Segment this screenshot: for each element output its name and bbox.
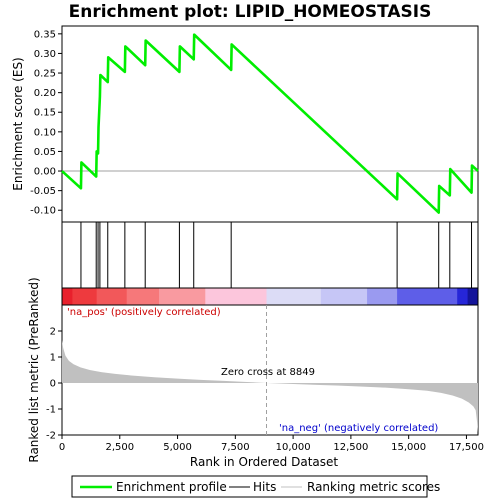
metric-y-tick-label: 0 bbox=[50, 379, 56, 390]
metric-panel: -2 -1 0 1 2 0 2,500 5,000 7,500 10,000 12,500 15,0… bbox=[27, 277, 484, 469]
es-panel: -0.10 -0.05 0.00 0.05 0.10 0.15 0.20 0.25 0.30 0.… bbox=[11, 25, 479, 223]
colorbar-segment bbox=[205, 288, 268, 305]
enrichment-profile-line bbox=[61, 33, 479, 214]
colorbar-segment bbox=[62, 288, 73, 305]
metric-y-ticks: -2 -1 0 1 2 bbox=[46, 327, 62, 442]
es-plot-frame bbox=[61, 25, 479, 223]
x-tick-label: 2,500 bbox=[105, 442, 134, 453]
metric-y-tick-label: -2 bbox=[46, 431, 56, 442]
es-y-tick-label: 0.15 bbox=[34, 108, 56, 119]
ranking-metric-area bbox=[62, 340, 478, 433]
metric-y-axis-label: Ranked list metric (PreRanked) bbox=[27, 277, 41, 462]
es-y-tick-label: -0.10 bbox=[30, 206, 56, 217]
hits-panel bbox=[61, 221, 479, 289]
legend: Enrichment profile Hits Ranking metric s… bbox=[71, 475, 440, 498]
metric-y-tick-label: -1 bbox=[46, 405, 56, 416]
es-y-tick-label: -0.05 bbox=[30, 186, 56, 197]
x-tick-label: 15,000 bbox=[391, 442, 426, 453]
x-tick-label: 5,000 bbox=[163, 442, 192, 453]
metric-plot-frame bbox=[61, 304, 479, 436]
zero-cross-label: Zero cross at 8849 bbox=[221, 367, 315, 378]
x-tick-label: 10,000 bbox=[276, 442, 311, 453]
colorbar-segment bbox=[266, 288, 322, 305]
metric-y-tick-label: 2 bbox=[50, 327, 56, 338]
colorbar-segment bbox=[96, 288, 128, 305]
es-y-tick-label: 0.35 bbox=[34, 29, 56, 40]
colorbar-segment bbox=[367, 288, 398, 305]
es-y-tick-label: 0.20 bbox=[34, 88, 56, 99]
colorbar-segment bbox=[397, 288, 458, 305]
colorbar-segment bbox=[72, 288, 98, 305]
legend-hits-label: Hits bbox=[253, 480, 276, 494]
x-tick-label: 7,500 bbox=[221, 442, 250, 453]
hit-lines bbox=[80, 222, 473, 288]
colorbar-segment bbox=[457, 288, 469, 305]
es-y-tick-label: 0.10 bbox=[34, 127, 56, 138]
x-tick-label: 12,500 bbox=[333, 442, 368, 453]
hits-frame bbox=[61, 221, 479, 289]
chart-title: Enrichment plot: LIPID_HOMEOSTASIS bbox=[69, 2, 432, 22]
es-y-tick-label: 0.00 bbox=[34, 167, 56, 178]
es-y-tick-label: 0.30 bbox=[34, 49, 56, 60]
es-y-tick-label: 0.25 bbox=[34, 69, 56, 80]
metric-y-tick-label: 1 bbox=[50, 353, 56, 364]
rank-colorbar bbox=[61, 287, 479, 306]
legend-enrichment-label: Enrichment profile bbox=[116, 480, 227, 494]
es-y-tick-label: 0.05 bbox=[34, 147, 56, 158]
x-ticks: 0 2,500 5,000 7,500 10,000 12,500 15,000 17,500 bbox=[59, 435, 484, 453]
pos-correlated-label: 'na_pos' (positively correlated) bbox=[67, 307, 221, 318]
x-tick-label: 17,500 bbox=[449, 442, 484, 453]
legend-metric-label: Ranking metric scores bbox=[307, 480, 440, 494]
colorbar-segment bbox=[126, 288, 160, 305]
colorbar-segment bbox=[320, 288, 368, 305]
colorbar-segment bbox=[159, 288, 206, 305]
colorbar-segment bbox=[467, 288, 479, 305]
es-y-ticks: -0.10 -0.05 0.00 0.05 0.10 0.15 0.20 0.25 0.30 0.… bbox=[30, 29, 62, 217]
x-tick-label: 0 bbox=[59, 442, 65, 453]
es-y-axis-label: Enrichment score (ES) bbox=[11, 57, 25, 190]
neg-correlated-label: 'na_neg' (negatively correlated) bbox=[279, 423, 438, 434]
x-axis-label: Rank in Ordered Dataset bbox=[190, 455, 338, 469]
